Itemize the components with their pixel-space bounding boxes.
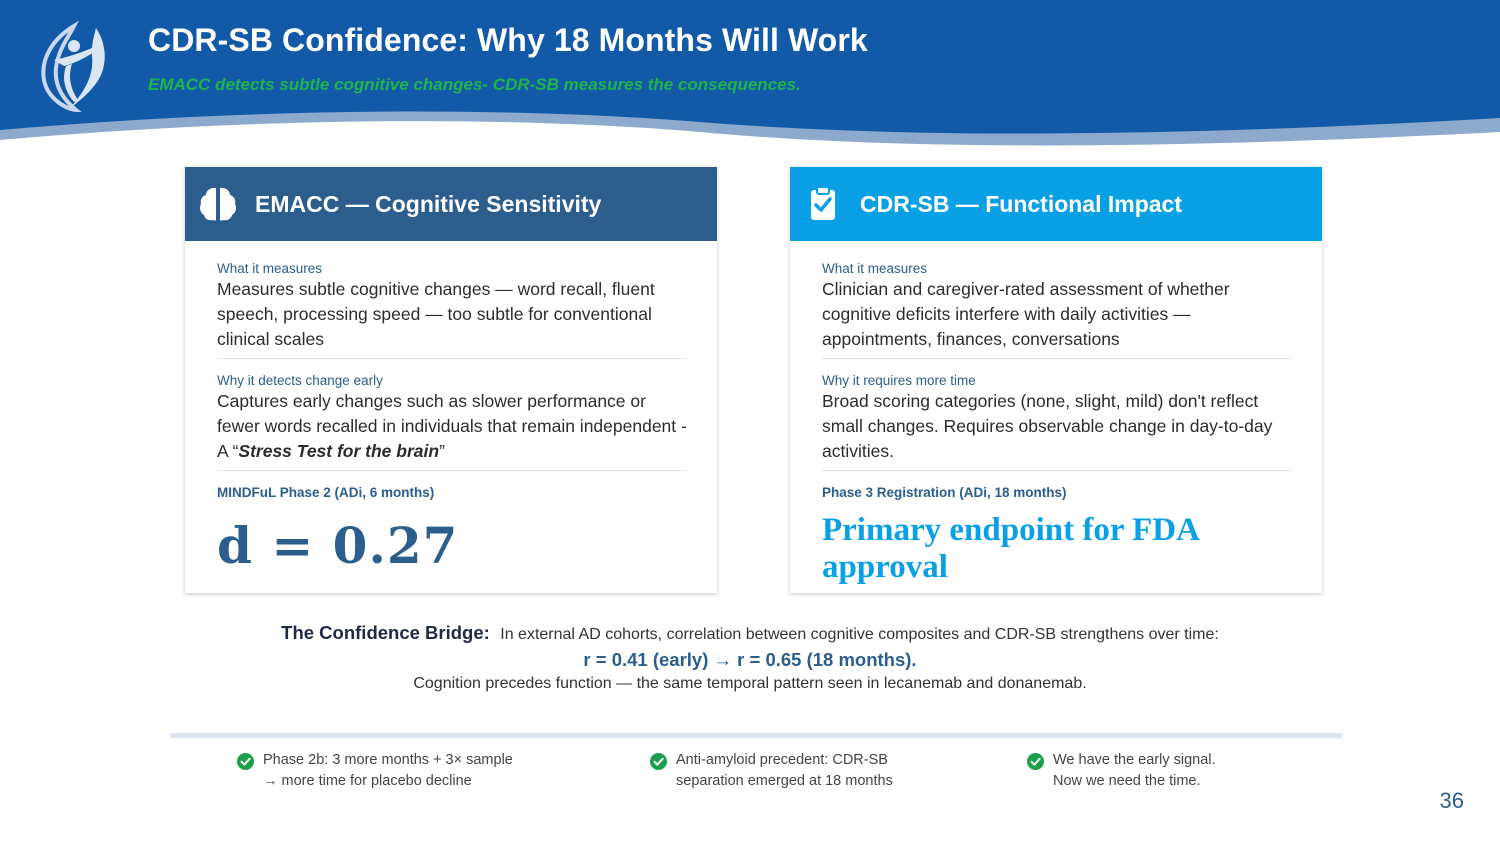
confidence-bridge: The Confidence Bridge: In external AD co… <box>0 622 1500 644</box>
emacc-card-title: EMACC — Cognitive Sensitivity <box>255 190 602 217</box>
confidence-bridge-stats: r = 0.41 (early) → r = 0.65 (18 months). <box>583 649 917 670</box>
key-point-2-line1: Anti-amyloid precedent: CDR-SB <box>676 752 888 768</box>
confidence-bridge-text: In external AD cohorts, correlation betw… <box>500 626 1219 643</box>
cdrsb-card-title: CDR-SB — Functional Impact <box>860 190 1183 217</box>
check-circle-icon <box>650 753 667 770</box>
header-banner: CDR-SB Confidence: Why 18 Months Will Wo… <box>0 0 1500 160</box>
key-point-1-line2: → more time for placebo decline <box>263 773 472 789</box>
confidence-bridge-footnote: Cognition precedes function — the same t… <box>413 675 1087 692</box>
cdrsb-why-label: Why it requires more time <box>822 373 976 388</box>
cdrsb-phase-label: Phase 3 Registration (ADi, 18 months) <box>822 485 1067 500</box>
key-point-3-line2: Now we need the time. <box>1053 773 1201 789</box>
key-point-3: We have the early signal. Now we need th… <box>1027 750 1216 792</box>
emacc-phase-label: MINDFuL Phase 2 (ADi, 6 months) <box>217 485 435 500</box>
emacc-what-label: What it measures <box>217 261 323 276</box>
cdrsb-card-header: CDR-SB — Functional Impact <box>790 167 1322 241</box>
key-point-2-line2: separation emerged at 18 months <box>676 773 893 789</box>
cdrsb-what-text: Clinician and caregiver-rated assessment… <box>822 279 1230 349</box>
key-point-3-line1: We have the early signal. <box>1053 752 1216 768</box>
key-point-2: Anti-amyloid precedent: CDR-SB separatio… <box>650 750 893 792</box>
cdrsb-why-section: Why it requires more time Broad scoring … <box>822 373 1292 471</box>
section-divider <box>170 733 1342 738</box>
emacc-why-text: Captures early changes such as slower pe… <box>217 389 687 464</box>
cdrsb-why-text: Broad scoring categories (none, slight, … <box>822 391 1273 461</box>
clipboard-check-icon <box>802 183 844 225</box>
emacc-why-label: Why it detects change early <box>217 373 383 388</box>
cdrsb-what-label: What it measures <box>822 261 928 276</box>
emacc-why-section: Why it detects change early Captures ear… <box>217 373 687 471</box>
company-logo <box>34 20 116 112</box>
emacc-what-text: Measures subtle cognitive changes — word… <box>217 279 655 349</box>
slide-subtitle: EMACC detects subtle cognitive changes- … <box>148 75 801 94</box>
emacc-card-header: EMACC — Cognitive Sensitivity <box>185 167 717 241</box>
header-wave-background <box>0 0 1500 146</box>
emacc-what-section: What it measures Measures subtle cogniti… <box>217 261 687 359</box>
cdrsb-what-section: What it measures Clinician and caregiver… <box>822 261 1292 359</box>
emacc-why-text-end: ” <box>439 441 445 461</box>
emacc-why-text-emphasis: Stress Test for the brain <box>238 441 440 461</box>
confidence-bridge-lead: The Confidence Bridge: <box>281 622 490 643</box>
emacc-card: EMACC — Cognitive Sensitivity What it me… <box>185 167 717 593</box>
check-circle-icon <box>237 753 254 770</box>
page-number: 36 <box>1439 788 1464 813</box>
cdrsb-card: CDR-SB — Functional Impact What it measu… <box>790 167 1322 593</box>
key-point-1: Phase 2b: 3 more months + 3× sample → mo… <box>237 750 513 792</box>
check-circle-icon <box>1027 753 1044 770</box>
emacc-effect-size: d = 0.27 <box>217 516 459 575</box>
emacc-why-text-plain: Captures early changes such as slower pe… <box>217 391 687 461</box>
brain-icon <box>197 183 239 225</box>
cdrsb-endpoint: Primary endpoint for FDA approval <box>822 512 1199 585</box>
slide-title: CDR-SB Confidence: Why 18 Months Will Wo… <box>148 22 868 58</box>
key-point-1-line1: Phase 2b: 3 more months + 3× sample <box>263 752 513 768</box>
